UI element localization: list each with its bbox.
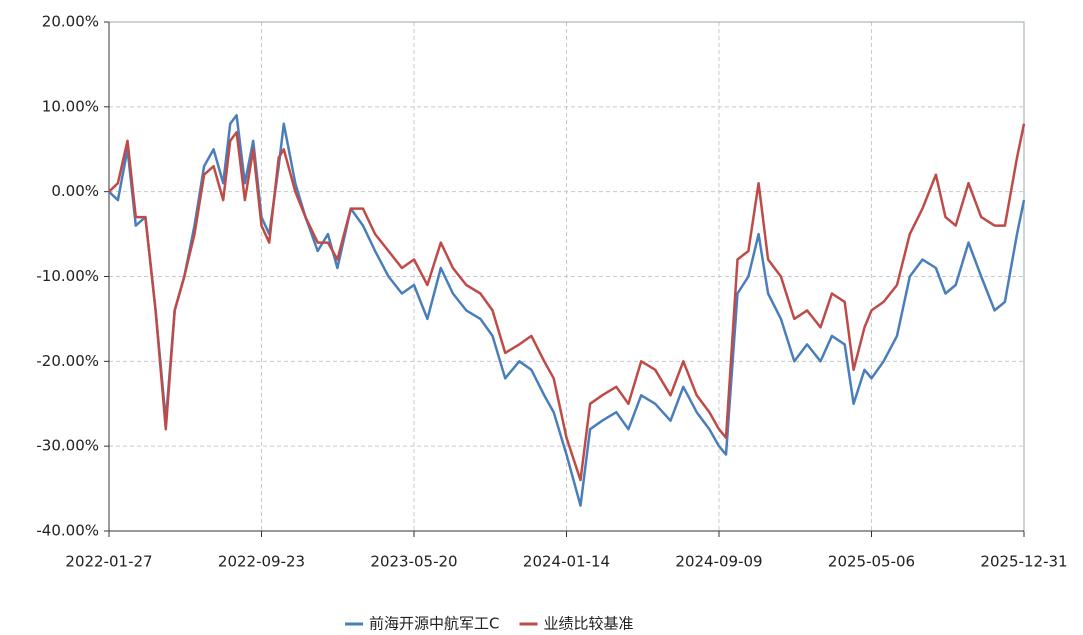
x-tick-label: 2024-09-09 [675, 553, 762, 571]
series-line [108, 114, 1026, 507]
x-tick-label: 2022-09-23 [218, 553, 305, 571]
x-tick-label: 2025-05-06 [828, 553, 915, 571]
y-tick-label: -30.00% [36, 437, 99, 455]
y-tick-label: -20.00% [36, 352, 99, 370]
legend-label: 前海开源中航军工C [369, 615, 499, 633]
legend-label: 业绩比较基准 [543, 615, 633, 633]
y-tick-label: 20.00% [42, 13, 99, 31]
y-tick-label: -10.00% [36, 267, 99, 285]
x-tick-label: 2023-05-20 [370, 553, 457, 571]
x-tick-label: 2025-12-31 [980, 553, 1067, 571]
y-tick-label: 10.00% [42, 97, 99, 115]
legend: 前海开源中航军工C 业绩比较基准 [345, 615, 634, 633]
y-tick-label: -40.00% [36, 522, 99, 540]
series-line [108, 123, 1026, 482]
x-tick-label: 2024-01-14 [523, 553, 610, 571]
x-tick-label: 2022-01-27 [65, 553, 152, 571]
y-tick-label: 0.00% [51, 182, 99, 200]
